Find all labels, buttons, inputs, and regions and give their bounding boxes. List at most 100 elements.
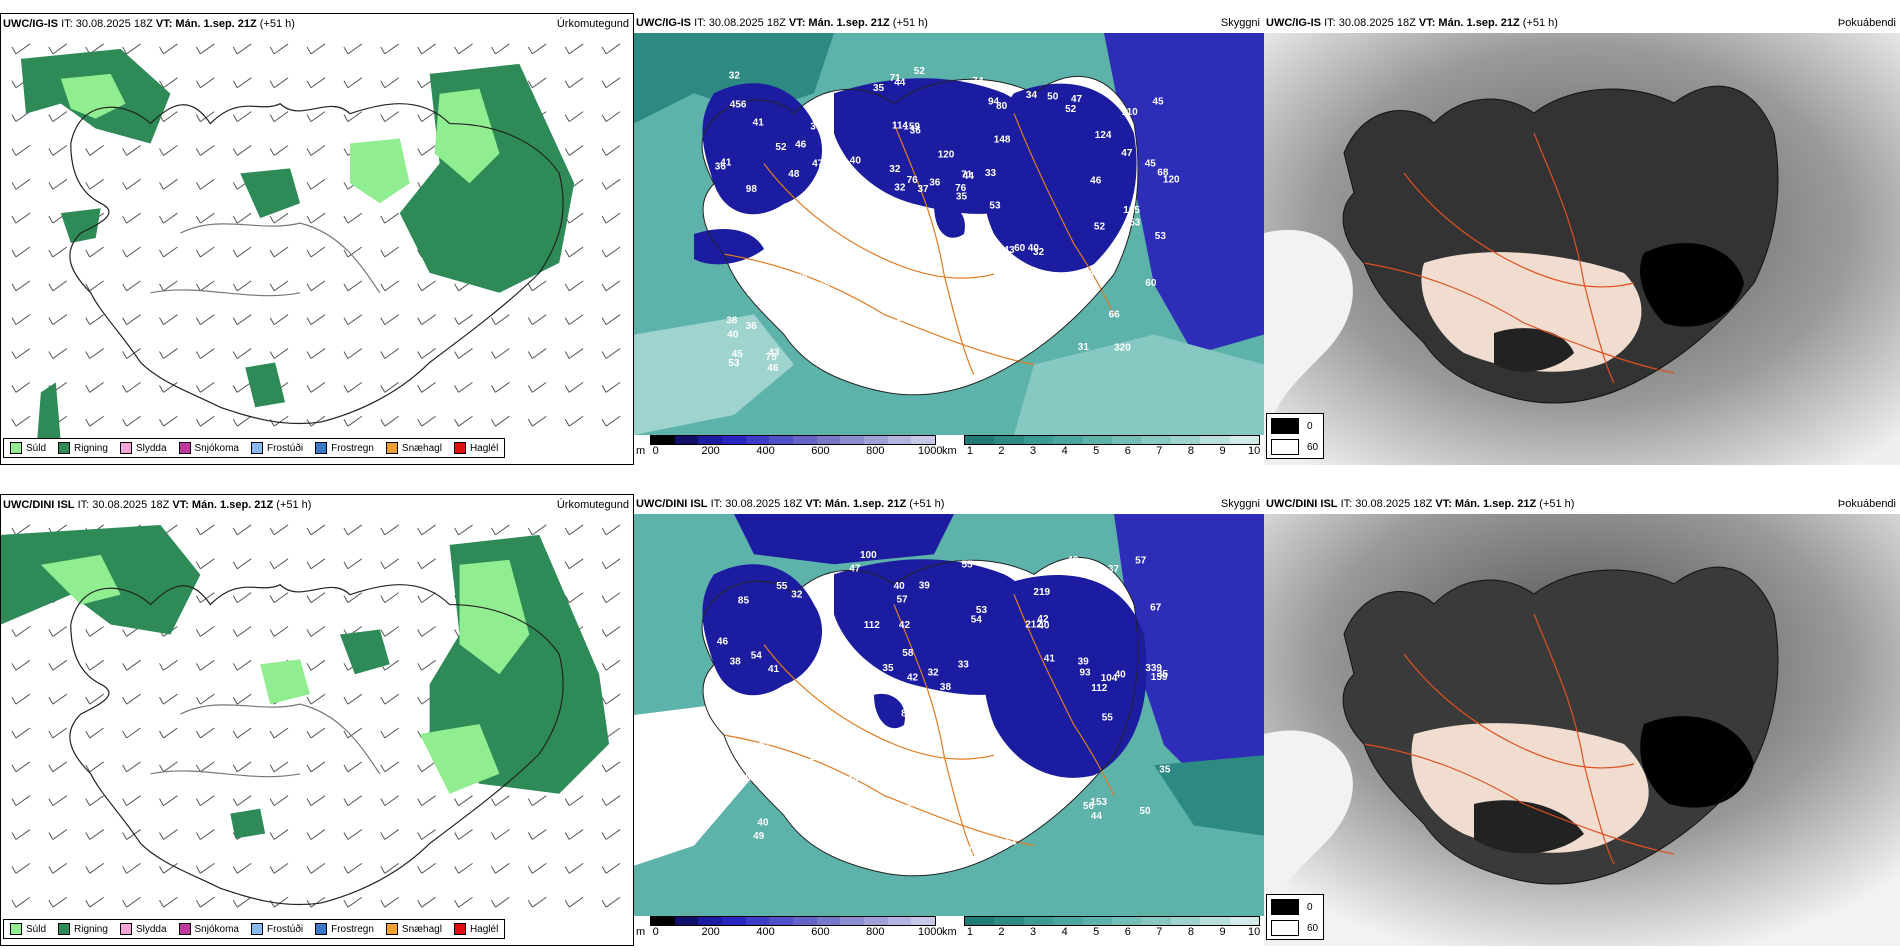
precip-legend-item: Frostregn xyxy=(315,923,374,935)
rain-areas-layer xyxy=(20,48,575,458)
colorbar-segment xyxy=(965,917,995,925)
colorbar-tick-label: 400 xyxy=(756,926,775,938)
wind-barb xyxy=(491,314,510,326)
wind-barb xyxy=(232,415,252,427)
cloud-base-value-label: 76 xyxy=(907,175,919,186)
cloud-base-value-label: 38 xyxy=(940,682,952,693)
lead-time: (+51 h) xyxy=(909,498,945,510)
wind-barb xyxy=(601,314,621,326)
wind-barb xyxy=(269,896,289,908)
wind-barb xyxy=(306,145,326,156)
wind-barb xyxy=(269,77,289,89)
cloud-base-value-label: 35 xyxy=(1159,765,1171,776)
cloud-base-value-label: 48 xyxy=(846,176,858,187)
valid-time-label: VT: xyxy=(1435,498,1452,510)
wind-barb xyxy=(343,77,363,89)
wind-barb xyxy=(343,111,363,122)
wind-barb xyxy=(48,145,68,156)
wind-barb xyxy=(343,280,363,292)
height-colorbar: m 0 200 400 600 800 1000 xyxy=(636,435,943,459)
precip-legend-label: Frostúði xyxy=(266,923,304,935)
cloud-base-value-label: 159 xyxy=(903,121,920,132)
cloud-base-value-label: 47 xyxy=(849,563,861,574)
cloud-base-value-label: 35 xyxy=(882,663,894,674)
precip-legend-swatch xyxy=(453,923,466,935)
cloud-base-value-label: 54 xyxy=(971,614,983,625)
wind-barb xyxy=(306,626,326,637)
model-name: UWC/DINI ISL xyxy=(1266,498,1338,510)
colorbar-segment xyxy=(1082,917,1113,925)
wind-barb xyxy=(380,415,400,427)
colorbar-segment xyxy=(1053,436,1083,444)
cloud-base-value-label: 43 xyxy=(812,338,824,349)
wind-barb xyxy=(85,727,104,739)
wind-barb xyxy=(11,693,31,705)
cloud-base-value-label: 85 xyxy=(901,708,913,719)
wind-barb xyxy=(11,314,31,326)
wind-barb xyxy=(195,659,215,671)
wind-barb xyxy=(232,693,252,705)
wind-barb xyxy=(48,246,68,258)
cloud-base-value-label: 38 xyxy=(730,656,742,667)
height-colorbar-unit: m xyxy=(636,445,646,457)
valid-time: Mán. 1.sep. 21Z xyxy=(175,18,257,30)
lead-time: (+51 h) xyxy=(892,17,928,29)
cloud-base-value-label: 37 xyxy=(1108,564,1120,575)
colorbar-segment xyxy=(1112,917,1142,925)
cloud-base-value-label: 148 xyxy=(994,135,1011,146)
wind-barb xyxy=(85,246,104,258)
wind-barb xyxy=(232,381,252,393)
cloud-base-value-label: 36 xyxy=(929,177,941,188)
fog-legend-item: 0 xyxy=(1271,899,1313,915)
colorbar-segment xyxy=(651,436,675,444)
valid-time-label: VT: xyxy=(1418,17,1436,29)
cloud-base-value-label: 49 xyxy=(753,831,765,842)
wind-barb xyxy=(306,761,326,773)
wind-barb xyxy=(380,626,400,637)
wind-barb xyxy=(232,862,252,874)
cloud-base-value-label: 40 xyxy=(727,329,739,340)
wind-barb xyxy=(195,178,215,190)
wind-barb xyxy=(527,280,547,292)
cloud-base-value-label: 52 xyxy=(914,66,926,77)
fog-legend: 0 60 xyxy=(1266,413,1324,459)
cloud-base-value-label: 80 xyxy=(996,101,1008,112)
colorbar-segment xyxy=(816,436,841,444)
cloud-base-value-label: 41 xyxy=(884,817,896,828)
cloud-base-value-label: 53 xyxy=(1155,231,1167,242)
cloud-base-value-label: 53 xyxy=(722,766,734,777)
precip-legend-swatch xyxy=(58,923,71,935)
wind-barb xyxy=(306,381,326,393)
cloud-base-value-label: 58 xyxy=(907,798,919,809)
cloud-base-map-svg: 320 98 110 81 148 43 114 120 101 40 40 111 159 44 32 41… xyxy=(634,33,1264,435)
wind-barb xyxy=(85,348,104,359)
colorbar-segment xyxy=(698,436,723,444)
wind-barb xyxy=(232,761,252,773)
colorbar-segment xyxy=(965,436,995,444)
wind-barb xyxy=(417,558,436,570)
cloud-base-value-label: 40 xyxy=(757,817,769,828)
fog-legend-item: 0 xyxy=(1271,418,1313,434)
cloud-base-value-label: 32 xyxy=(989,312,1001,323)
init-time: IT: 30.08.2025 18Z xyxy=(61,18,153,30)
wind-barb xyxy=(306,592,326,603)
cloud-base-value-label: 98 xyxy=(746,184,758,195)
colorbar-segment xyxy=(793,917,817,925)
visibility-colorbar: km 1 2 3 4 5 6 7 8 9 10 xyxy=(942,916,1260,940)
precip-type-map-panel-top: UWC/IG-IS IT: 30.08.2025 18Z VT: Mán. 1.… xyxy=(0,13,634,465)
cloud-base-value-label: 50 xyxy=(1139,806,1151,817)
wind-barb xyxy=(48,761,68,773)
cloud-base-value-label: 159 xyxy=(1151,672,1168,683)
colorbar-tick-label: 10 xyxy=(1247,445,1261,457)
cloud-base-value-label: 39 xyxy=(1078,657,1090,668)
wind-barb xyxy=(380,558,400,570)
cloud-base-value-label: 44 xyxy=(894,77,906,88)
model-name: UWC/IG-IS xyxy=(636,17,691,29)
wind-barb xyxy=(564,77,584,89)
colorbar-segment xyxy=(816,917,841,925)
colorbar-segment xyxy=(1112,436,1142,444)
precip-legend-swatch xyxy=(119,442,132,454)
precip-map-svg xyxy=(11,43,621,458)
wind-barb xyxy=(195,77,215,89)
colorbar-tick-label: 0 xyxy=(652,926,659,938)
